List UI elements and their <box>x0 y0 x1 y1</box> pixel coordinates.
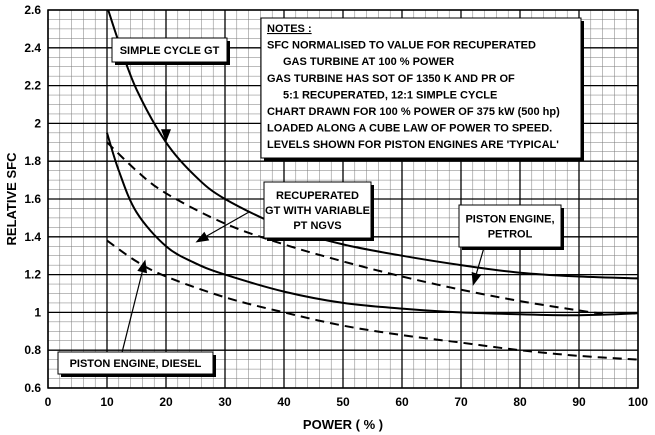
y-tick-label: 0.6 <box>24 381 41 395</box>
notes-box: NOTES : SFC NORMALISED TO VALUE FOR RECUP… <box>260 17 584 161</box>
annotation-arrowhead <box>161 129 171 143</box>
y-tick-label: 2.6 <box>24 3 41 17</box>
x-tick-label: 100 <box>628 395 648 409</box>
series-line-3 <box>106 141 609 316</box>
notes-line: 5:1 RECUPERATED, 12:1 SIMPLE CYCLE <box>283 89 497 101</box>
annotation-arrowhead <box>195 231 210 243</box>
annotation-arrow-line <box>206 211 249 237</box>
label-box <box>458 204 562 248</box>
x-tick-label: 30 <box>218 395 232 409</box>
notes-box-frame <box>260 17 582 159</box>
y-tick-label: 2.2 <box>24 79 41 93</box>
label-recup: GT WITH VARIABLE <box>265 205 370 217</box>
annotation-arrow-line <box>118 271 143 366</box>
notes-line: GAS TURBINE HAS SOT OF 1350 K AND PR OF <box>267 73 515 85</box>
x-tick-label: 60 <box>395 395 409 409</box>
x-tick-label: 0 <box>45 395 52 409</box>
annotation-arrowhead <box>137 259 148 274</box>
y-axis-title: RELATIVE SFC <box>4 152 19 246</box>
notes-line: LOADED ALONG A CUBE LAW OF POWER TO SPEE… <box>267 123 552 135</box>
series-line-2 <box>106 132 638 317</box>
label-recup: PT NGVS <box>293 220 341 232</box>
x-tick-label: 40 <box>277 395 291 409</box>
label-simple: SIMPLE CYCLE GT <box>120 45 220 57</box>
y-tick-label: 0.8 <box>24 343 41 357</box>
x-tick-label: 70 <box>454 395 468 409</box>
notes-line: GAS TURBINE AT 100 % POWER <box>283 56 454 68</box>
y-tick-label: 2.4 <box>24 41 41 55</box>
y-tick-label: 1.4 <box>24 230 41 244</box>
label-petrol: PETROL <box>488 229 533 241</box>
x-tick-label: 90 <box>572 395 586 409</box>
y-tick-label: 1 <box>34 305 41 319</box>
x-tick-label: 20 <box>159 395 173 409</box>
annotation-layer: SIMPLE CYCLE GT RECUPERATED GT WITH VARIAB… <box>57 37 564 377</box>
x-tick-label: 50 <box>336 395 350 409</box>
y-tick-label: 1.6 <box>24 192 41 206</box>
y-tick-label: 2 <box>34 116 41 130</box>
label-box <box>111 37 228 63</box>
label-petrol: PISTON ENGINE, <box>465 214 554 226</box>
x-tick-label: 10 <box>100 395 114 409</box>
annotation-arrowhead <box>471 272 482 286</box>
tick-labels: 0 10 20 30 40 50 60 70 80 90 100 0.6 0.8 1 1.2 1.4 1.6 1.… <box>24 3 648 409</box>
label-box <box>57 351 214 375</box>
notes-line: CHART DRAWN FOR 100 % POWER OF 375 kW (5… <box>267 106 560 118</box>
x-axis-title: POWER ( % ) <box>303 417 383 432</box>
notes-heading: NOTES : <box>267 23 312 35</box>
label-recup: RECUPERATED <box>276 190 359 202</box>
notes-line: SFC NORMALISED TO VALUE FOR RECUPERATED <box>267 40 536 52</box>
y-tick-label: 1.2 <box>24 268 41 282</box>
label-diesel: PISTON ENGINE, DIESEL <box>70 358 202 370</box>
x-tick-label: 80 <box>513 395 527 409</box>
label-box <box>263 181 372 239</box>
plot-frame <box>47 9 639 389</box>
y-tick-label: 1.8 <box>24 154 41 168</box>
notes-line: LEVELS SHOWN FOR PISTON ENGINES ARE 'TYP… <box>267 139 559 151</box>
